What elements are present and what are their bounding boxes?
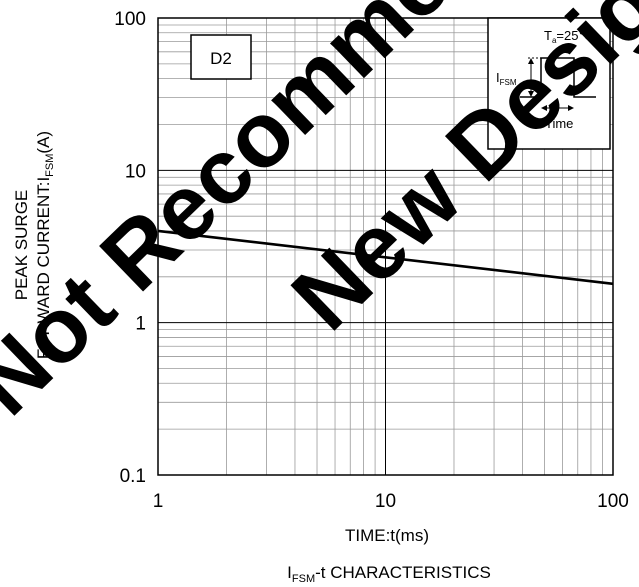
y-tick-label: 1 bbox=[135, 314, 146, 335]
plot-frame bbox=[157, 17, 614, 476]
series-line-0 bbox=[157, 229, 614, 286]
y-axis-title-line2: FORWARD CURRENT:IFSM(A) bbox=[34, 131, 56, 359]
device-label-box: D2 bbox=[190, 34, 252, 80]
time-arrowhead-left bbox=[541, 105, 547, 111]
series-layer bbox=[157, 229, 614, 286]
time-arrowhead-right bbox=[568, 105, 574, 111]
x-tick-labels: 1 10 100 bbox=[153, 491, 629, 512]
ambient-temp-label: Ta=25℃ bbox=[544, 28, 593, 45]
y-tick-label: 0.1 bbox=[120, 466, 146, 487]
pulse-waveform bbox=[520, 57, 596, 98]
waveform-inset: Ta=25℃ IFSM Time bbox=[487, 17, 611, 150]
y-tick-label: 100 bbox=[114, 9, 146, 30]
y-axis-title: PEAK SURGE FORWARD CURRENT:IFSM(A) bbox=[12, 131, 56, 359]
chart-caption: IFSM-t CHARACTERISTICS bbox=[287, 563, 491, 585]
ifsm-label: IFSM bbox=[496, 70, 517, 87]
y-axis-title-line1: PEAK SURGE bbox=[12, 190, 31, 301]
x-axis-title: TIME:t(ms) bbox=[345, 526, 429, 545]
x-tick-label: 100 bbox=[597, 491, 629, 512]
device-label: D2 bbox=[210, 49, 232, 68]
ifsm-arrowhead-up bbox=[528, 58, 534, 64]
major-grid bbox=[158, 18, 613, 475]
x-tick-label: 10 bbox=[375, 491, 396, 512]
ifsm-arrowhead-down bbox=[528, 91, 534, 97]
y-tick-label: 10 bbox=[125, 161, 146, 182]
y-tick-labels: 0.1 1 10 100 bbox=[114, 9, 146, 487]
time-label: Time bbox=[545, 116, 573, 131]
x-tick-label: 1 bbox=[153, 491, 164, 512]
